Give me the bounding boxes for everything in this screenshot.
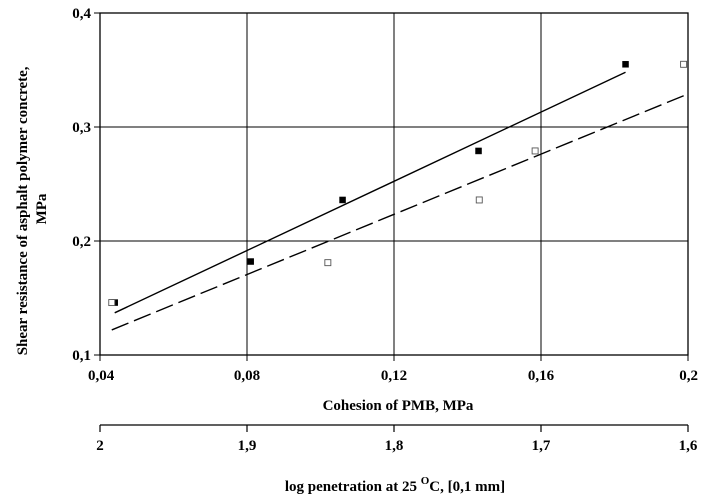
y-axis-title: Shear resistance of asphalt polymer conc… bbox=[15, 63, 50, 356]
x-tick-label: 0,12 bbox=[381, 368, 407, 384]
y-tick-label: 0,3 bbox=[72, 120, 91, 136]
x-tick-label: 0,16 bbox=[528, 368, 555, 384]
open-square-point bbox=[531, 147, 539, 155]
y-tick-label: 0,4 bbox=[72, 6, 91, 22]
filled-square-point bbox=[475, 147, 482, 155]
y-axis-title-line-2: MPa bbox=[34, 193, 50, 224]
x2-tick-label: 1,6 bbox=[679, 438, 698, 454]
trend-line-1 bbox=[114, 71, 626, 314]
open-square-point bbox=[108, 299, 116, 307]
x2-axis-title-sup: O bbox=[421, 475, 430, 487]
x-tick-label: 0,08 bbox=[234, 368, 260, 384]
x-tick-label: 0,2 bbox=[679, 368, 698, 384]
x2-tick-label: 1,9 bbox=[238, 438, 257, 454]
y-axis-title-line-1: Shear resistance of asphalt polymer conc… bbox=[15, 66, 31, 355]
open-square-point bbox=[475, 196, 483, 204]
filled-square-point bbox=[622, 61, 629, 68]
axes bbox=[94, 12, 689, 432]
open-square-point bbox=[680, 60, 688, 68]
y-tick-label: 0,2 bbox=[72, 234, 91, 250]
x2-tick-label: 2 bbox=[96, 438, 104, 454]
open-square-point bbox=[324, 259, 332, 267]
x2-axis-title-pre: log penetration at 25 bbox=[285, 479, 421, 495]
x2-axis-title: log penetration at 25 OC, [0,1 mm] bbox=[285, 475, 505, 495]
filled-square-point bbox=[339, 196, 346, 204]
x2-axis-title-post: C, [0,1 mm] bbox=[429, 479, 505, 495]
trend-line-2 bbox=[111, 93, 689, 331]
tick-labels: 0,04 0,08 0,12 0,16 0,2 0,1 0,2 0,3 0,4 2 1,9 1,8 1,… bbox=[72, 6, 698, 454]
filled-square-point bbox=[247, 258, 254, 265]
x-tick-label: 0,04 bbox=[88, 368, 115, 384]
y-tick-label: 0,1 bbox=[72, 348, 91, 364]
trend-lines bbox=[111, 71, 689, 331]
x-axis-title: Cohesion of PMB, MPa bbox=[323, 398, 474, 414]
grid bbox=[99, 12, 689, 356]
data-points bbox=[108, 60, 688, 307]
x2-tick-label: 1,7 bbox=[532, 438, 551, 454]
x2-tick-label: 1,8 bbox=[385, 438, 404, 454]
